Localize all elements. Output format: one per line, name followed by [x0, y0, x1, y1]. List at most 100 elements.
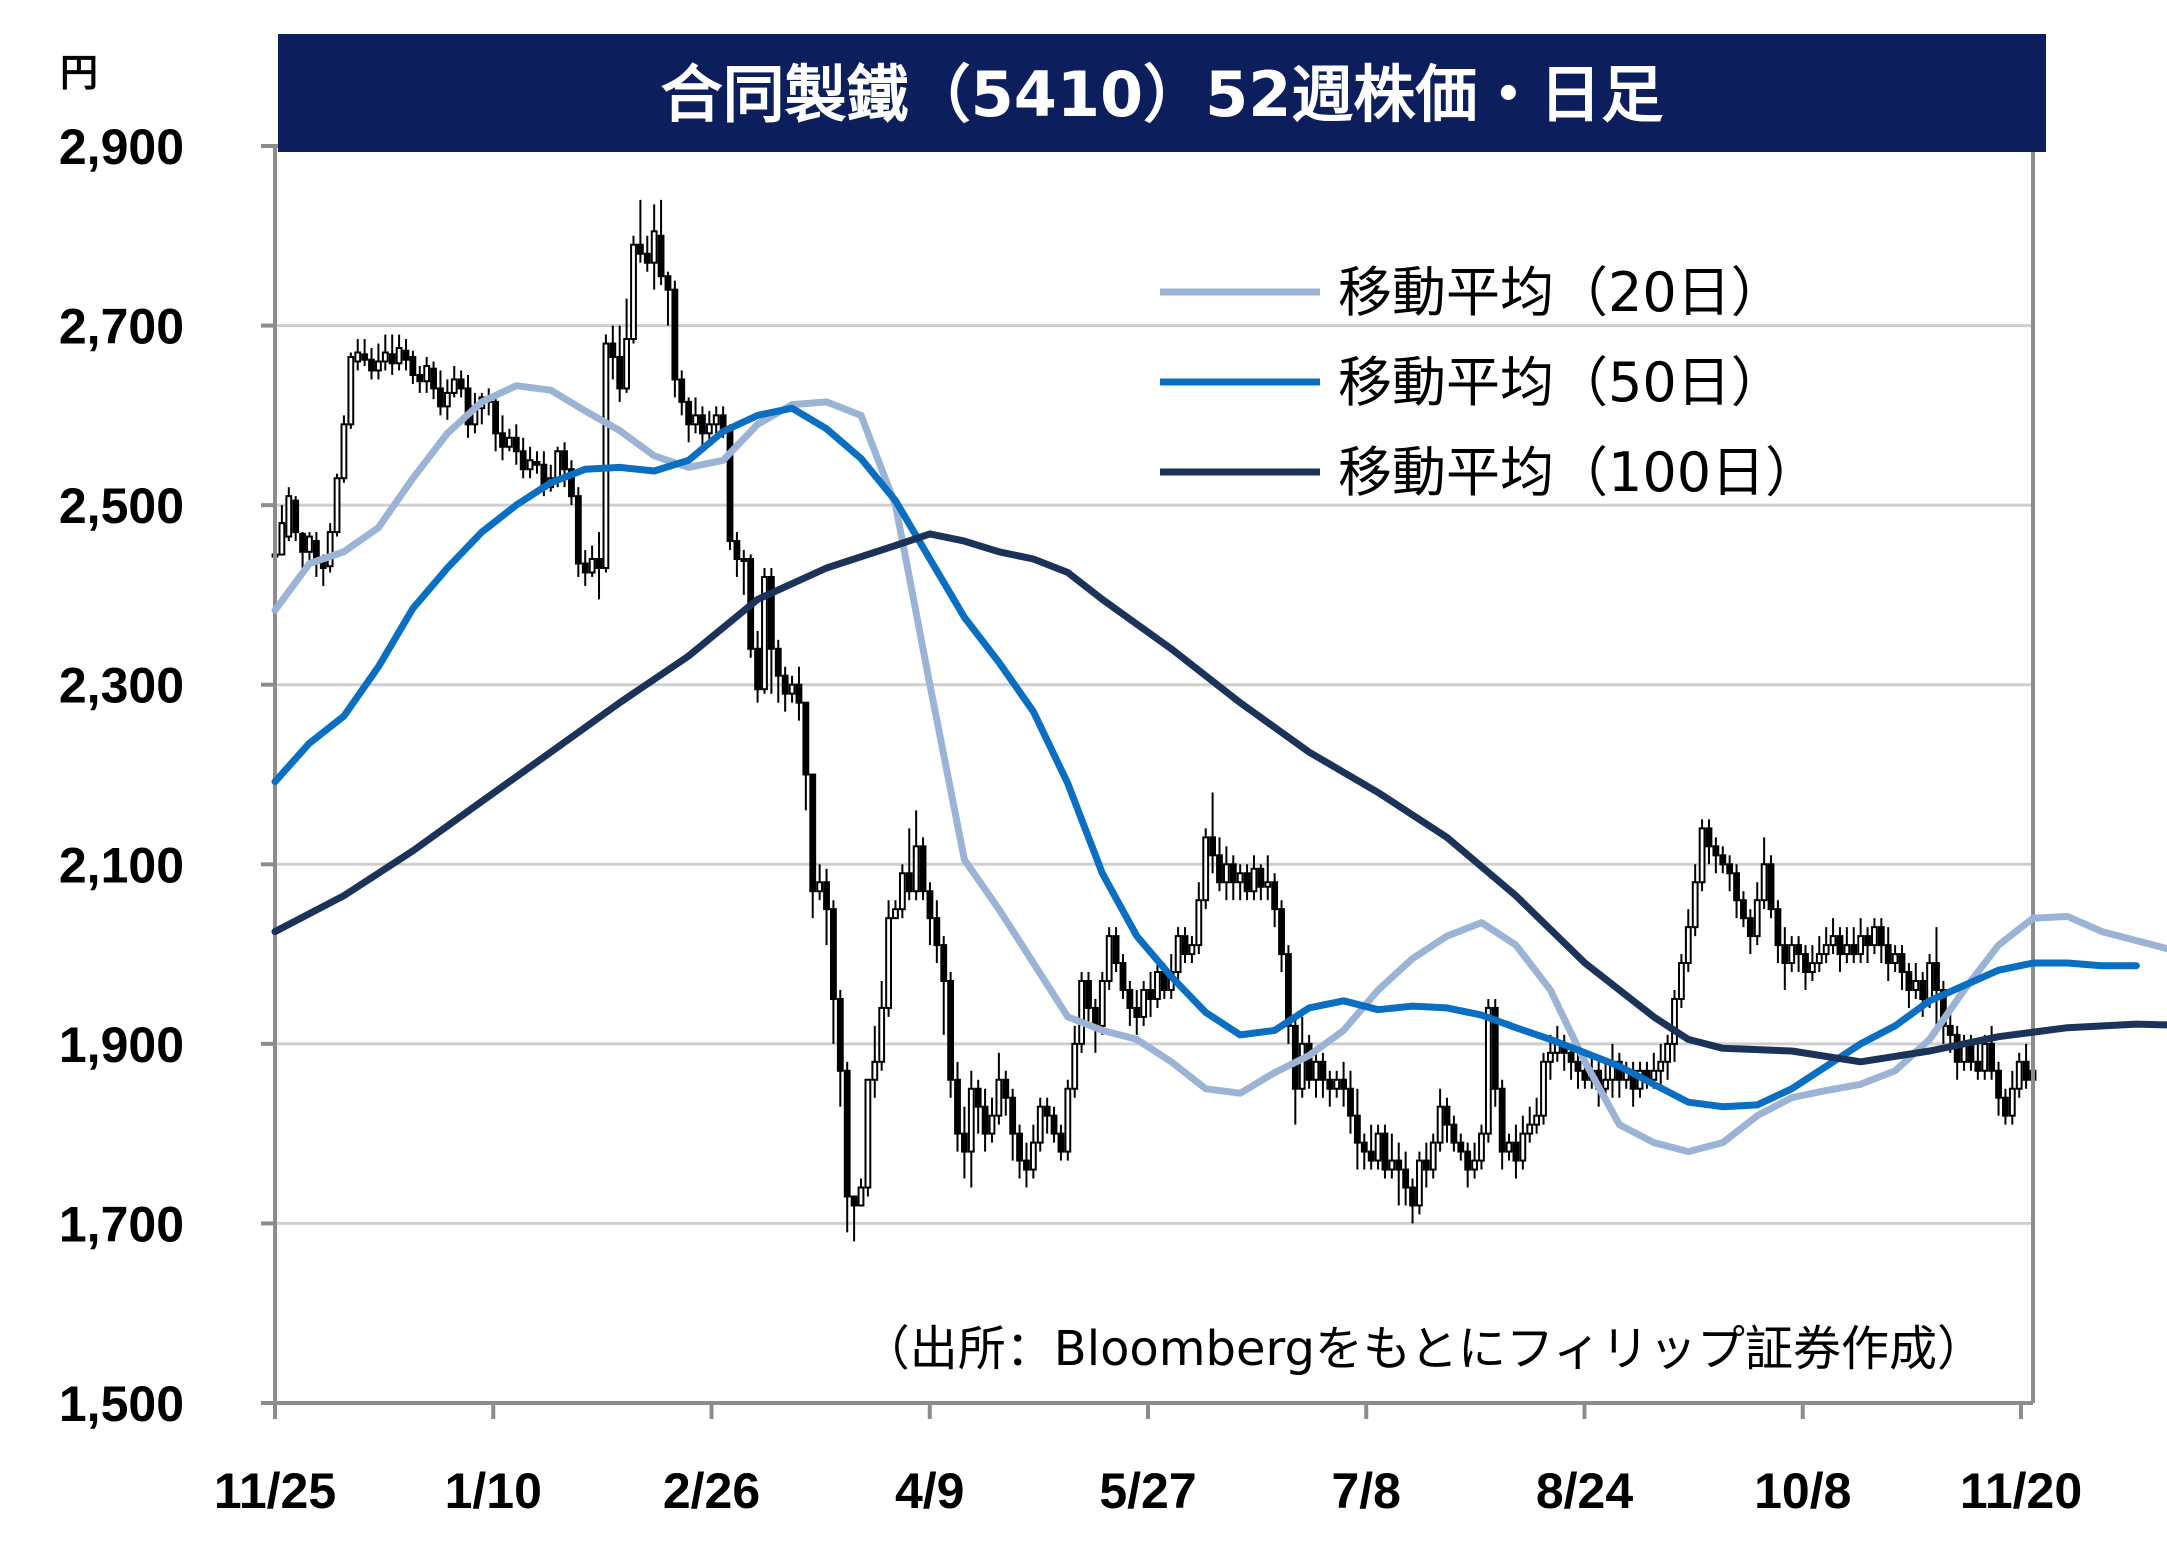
candle	[1257, 864, 1265, 901]
candle-body-down	[1085, 980, 1092, 1009]
candle	[1353, 1088, 1361, 1170]
candle	[630, 235, 637, 344]
candle	[443, 379, 451, 420]
candle-body-down	[1229, 863, 1237, 884]
candle-body-down	[1898, 953, 1906, 974]
candle	[1478, 1124, 1485, 1170]
series-line-ma50	[271, 404, 2140, 1111]
candle-body-down	[1905, 971, 1913, 991]
candle	[1278, 900, 1285, 973]
candle	[1671, 989, 1678, 1062]
candle-body-up	[588, 558, 596, 574]
candle-body-up	[1250, 867, 1258, 893]
candle-body-up	[602, 342, 610, 569]
candle	[1657, 1043, 1665, 1089]
candle	[512, 424, 520, 465]
candle	[2002, 1088, 2009, 1125]
candle-body-down	[457, 378, 465, 390]
candle	[898, 864, 906, 919]
candle-body-up	[526, 459, 534, 471]
candle	[788, 675, 796, 703]
candle-body-down	[1057, 1132, 1065, 1153]
y-tick-label: 1,900	[59, 1017, 184, 1073]
candle-body-up	[1484, 1006, 1492, 1135]
candle-body-down	[809, 773, 817, 893]
candle-body-up	[995, 1078, 1003, 1117]
y-tick-label: 2,900	[59, 119, 184, 175]
candle-body-up	[740, 558, 748, 563]
candle-body-up	[761, 575, 768, 691]
candle-body-down	[299, 532, 306, 553]
candle-body-down	[802, 701, 810, 776]
candle	[905, 828, 913, 901]
candle	[795, 666, 803, 721]
candle	[1519, 1115, 1527, 1170]
candle-body-up	[1526, 1123, 1534, 1135]
candle-body-down	[616, 355, 624, 390]
candle	[1126, 981, 1134, 1026]
candle	[1229, 855, 1237, 901]
candle	[726, 424, 734, 551]
candle	[836, 989, 844, 1107]
candle-body-down	[795, 683, 803, 704]
candle-body-up	[1829, 935, 1837, 947]
candle	[381, 334, 389, 371]
candle-body-up	[1677, 962, 1685, 1000]
candle-body-up	[623, 338, 631, 390]
candle-body-down	[1919, 980, 1927, 1000]
candle	[368, 348, 375, 380]
candle	[954, 1061, 961, 1152]
candle-body-up	[1478, 1132, 1485, 1162]
candle	[1250, 855, 1258, 901]
candle-body-down	[1395, 1159, 1403, 1171]
candle	[823, 868, 830, 946]
candle-body-down	[850, 1195, 858, 1207]
candle	[740, 550, 748, 595]
candle	[1843, 927, 1851, 964]
candle-body-down	[361, 353, 369, 361]
candle	[1526, 1106, 1534, 1143]
candle-body-up	[1664, 1042, 1672, 1063]
candle-body-down	[1567, 1051, 1575, 1063]
candle	[1140, 981, 1148, 1026]
candle-body-up	[1098, 980, 1106, 1027]
candle-body-down	[1360, 1141, 1368, 1153]
candle-body-down	[1877, 926, 1885, 947]
candle-body-up	[967, 1087, 975, 1153]
candle-body-up	[1374, 1132, 1382, 1162]
candle-body-down	[754, 647, 761, 691]
candle	[1360, 1133, 1368, 1170]
candle-body-up	[1547, 1051, 1554, 1063]
candle-body-down	[1216, 854, 1223, 884]
candle	[892, 900, 899, 920]
candle-body-down	[1726, 863, 1734, 875]
candle-body-up	[1036, 1105, 1044, 1144]
candle	[1905, 963, 1913, 1008]
candle	[754, 630, 761, 703]
candle-body-down	[1243, 872, 1251, 893]
candle-body-up	[885, 917, 892, 1009]
candle	[1974, 1043, 1982, 1080]
candle-body-down	[726, 427, 734, 543]
candle	[1808, 945, 1816, 982]
candle	[326, 523, 334, 573]
x-tick-label: 4/9	[895, 1463, 965, 1519]
candle-body-up	[450, 378, 458, 394]
candle	[1781, 927, 1789, 990]
legend-label-ma100: 移動平均（100日）	[1338, 441, 1819, 504]
candle-body-up	[1691, 881, 1699, 929]
candle	[1085, 972, 1092, 1026]
candle-body-down	[836, 997, 844, 1072]
candle	[347, 352, 355, 429]
candle	[850, 1195, 858, 1242]
candle-body-up	[2015, 1060, 2023, 1090]
candle	[2022, 1043, 2030, 1089]
candle-body-down	[1326, 1078, 1334, 1090]
candle-body-up	[505, 436, 513, 448]
candle-body-up	[892, 908, 899, 920]
candle	[1774, 900, 1782, 964]
candle-body-down	[678, 378, 686, 403]
candle-body-down	[1119, 962, 1127, 991]
candle-body-down	[1305, 1042, 1313, 1081]
candle	[1216, 837, 1223, 892]
